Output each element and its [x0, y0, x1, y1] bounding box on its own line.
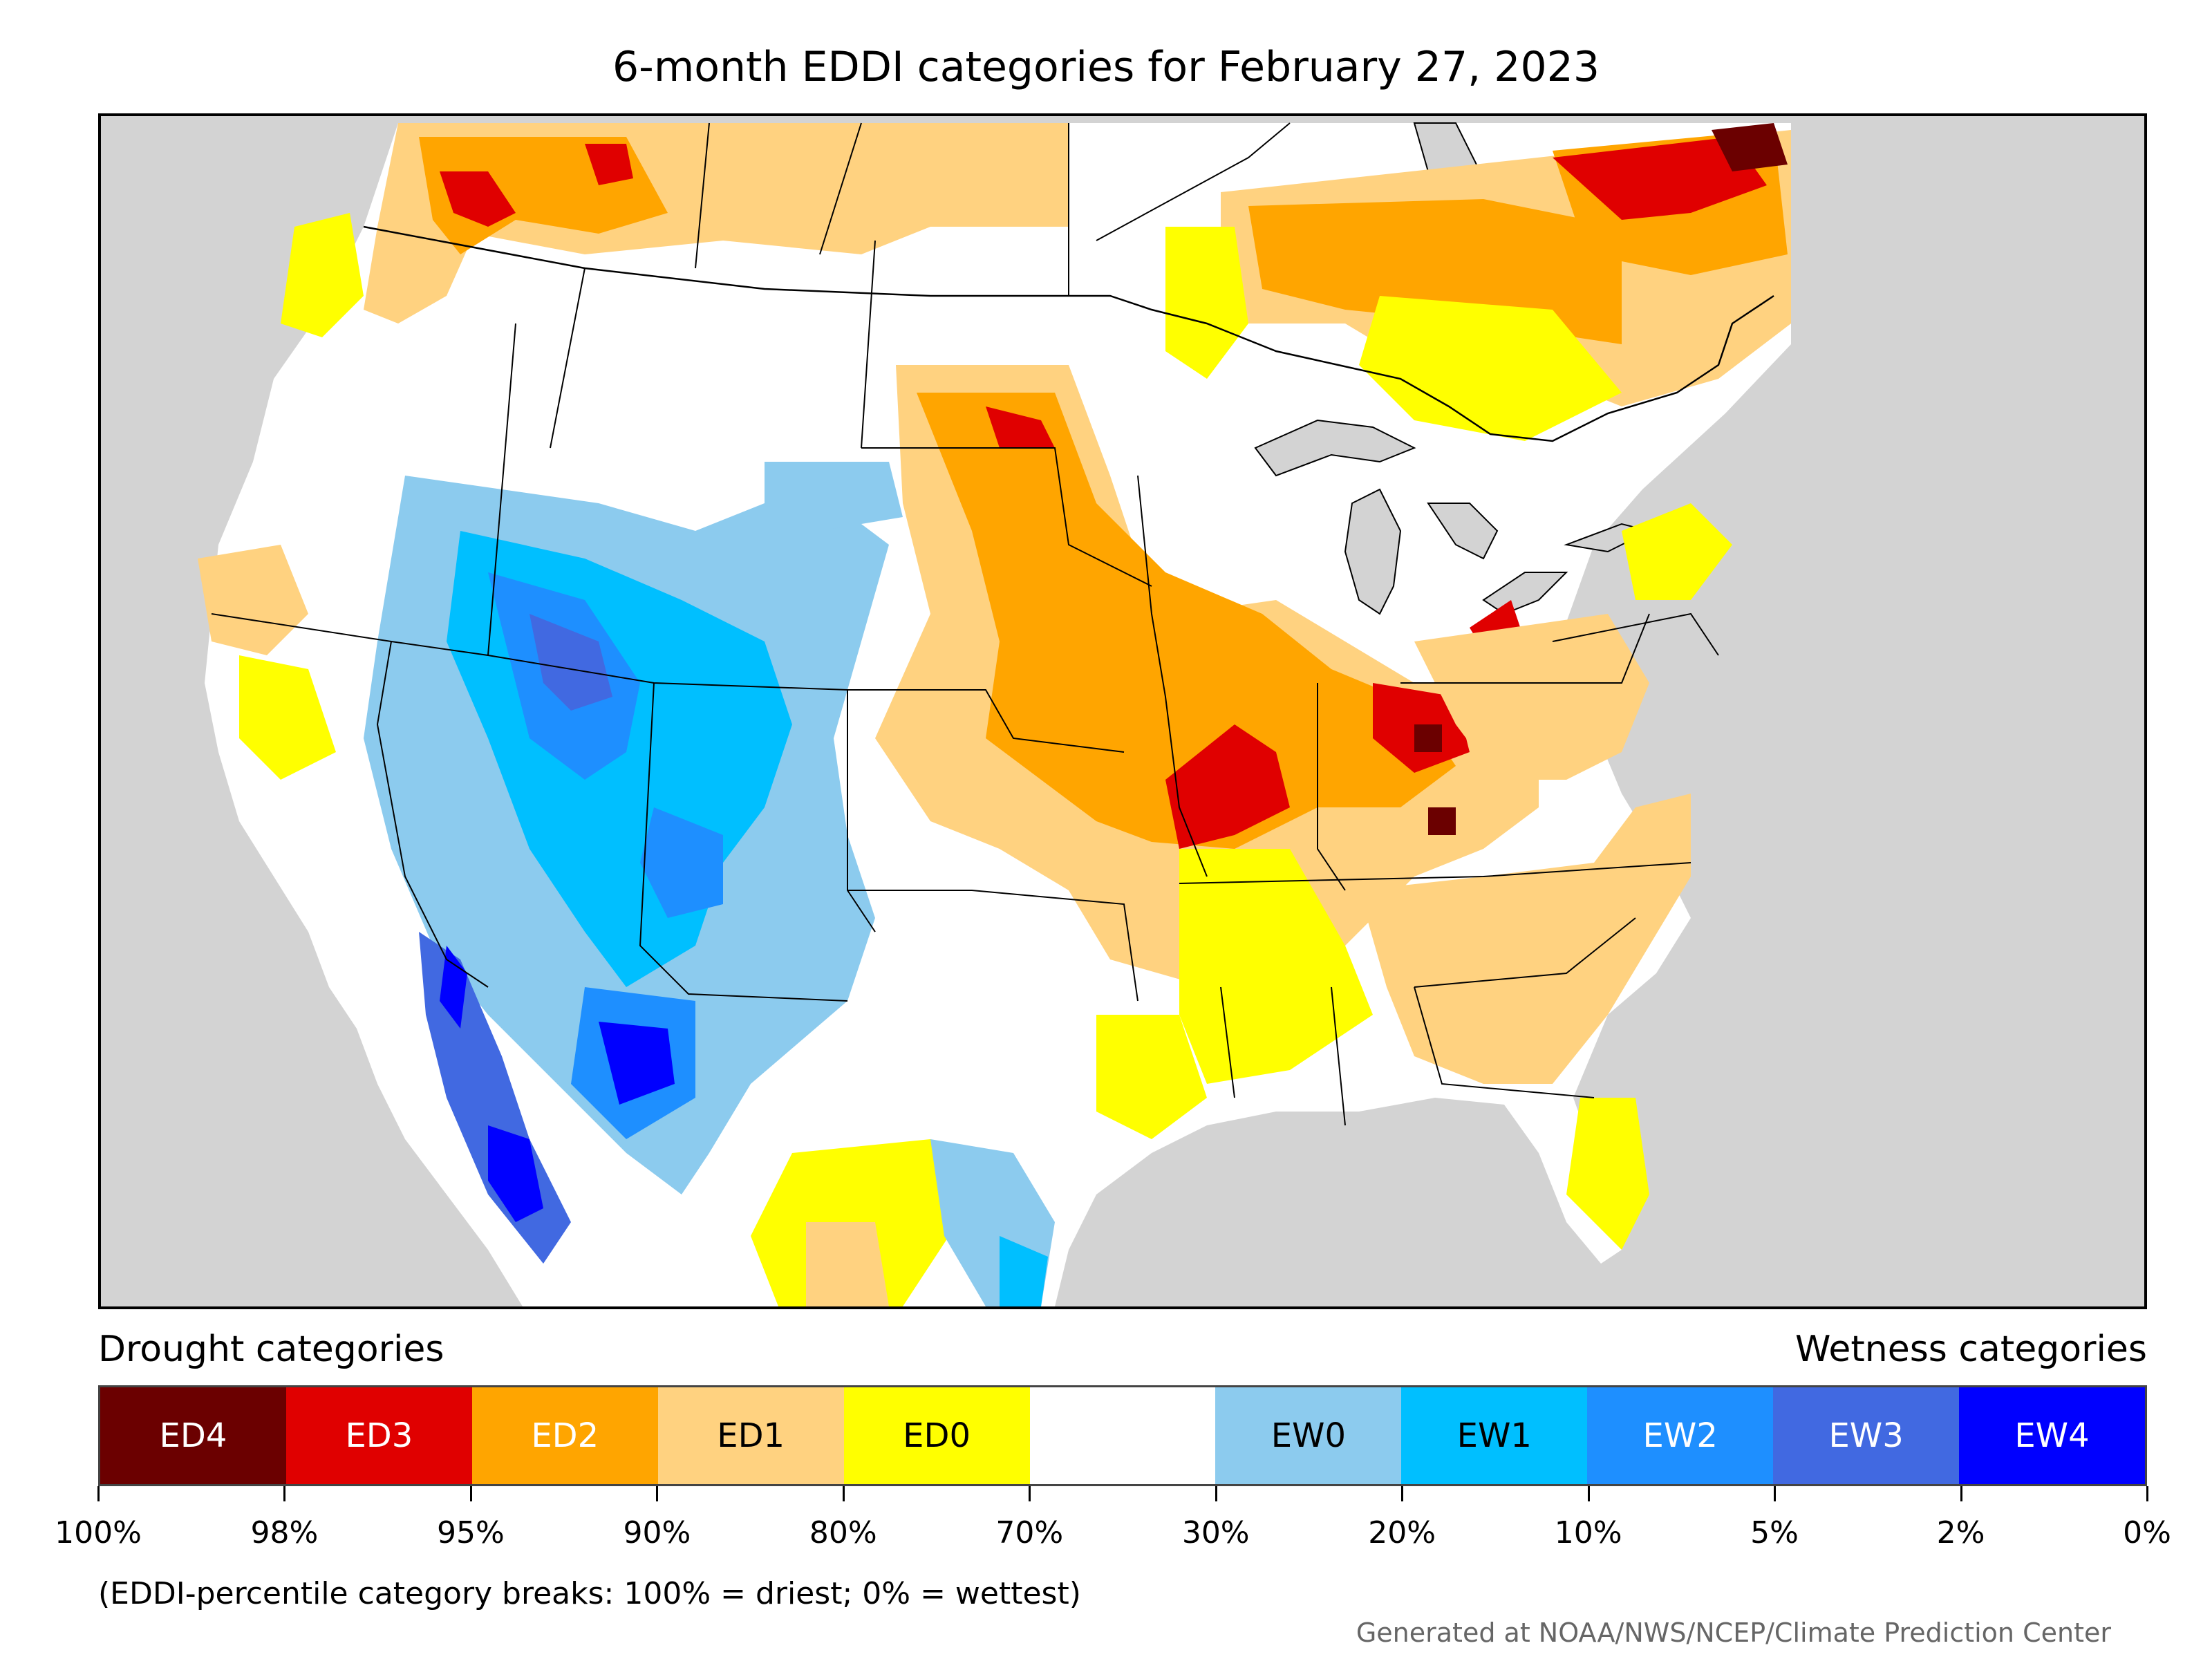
- map-title: 6-month EDDI categories for February 27,…: [612, 43, 1600, 91]
- great-lakes: [1254, 419, 1651, 615]
- colorbar-tick-labels: 100% 98% 95% 90% 80% 70% 30% 20% 10% 5% 2% 0%: [55, 1515, 2171, 1557]
- category-swatch: EW4: [1959, 1387, 2145, 1484]
- us-border: [363, 225, 1774, 442]
- drought-categories-heading: Drought categories: [98, 1329, 444, 1370]
- colorbar-tick: [1029, 1486, 1031, 1501]
- colorbar-tick-label: 98%: [250, 1515, 319, 1550]
- colorbar-tick-label: 30%: [1181, 1515, 1250, 1550]
- colorbar-tick: [283, 1486, 286, 1501]
- category-swatch: ED0: [843, 1387, 1030, 1484]
- state-borders: [211, 122, 1719, 1126]
- category-swatch: ED2: [471, 1387, 658, 1484]
- colorbar-tick: [842, 1486, 845, 1501]
- colorbar-tick: [97, 1486, 100, 1501]
- wetness-areas: [364, 462, 1055, 1306]
- category-swatch: ED3: [285, 1387, 472, 1484]
- category-swatch: ED1: [657, 1387, 844, 1484]
- category-swatch: EW1: [1401, 1387, 1588, 1484]
- wetness-categories-heading: Wetness categories: [1795, 1329, 2147, 1370]
- category-swatch: EW2: [1587, 1387, 1774, 1484]
- colorbar-tick-label: 5%: [1750, 1515, 1799, 1550]
- credit-line: Generated at NOAA/NWS/NCEP/Climate Predi…: [1356, 1618, 2111, 1648]
- colorbar-tick-label: 95%: [437, 1515, 505, 1550]
- category-swatch: [1029, 1387, 1216, 1484]
- colorbar-tick: [656, 1486, 659, 1501]
- eddi-map: [198, 122, 1791, 1306]
- map-panel: [98, 113, 2147, 1309]
- colorbar-tick-label: 80%: [809, 1515, 877, 1550]
- colorbar-tick-label: 0%: [2123, 1515, 2171, 1550]
- category-swatch: ED4: [100, 1387, 286, 1484]
- colorbar-tick: [1774, 1486, 1777, 1501]
- colorbar-tick: [2146, 1486, 2148, 1501]
- colorbar-tick: [469, 1486, 472, 1501]
- colorbar-tick-label: 100%: [55, 1515, 142, 1550]
- colorbar-tick: [1587, 1486, 1590, 1501]
- colorbar-tick-label: 70%: [995, 1515, 1064, 1550]
- colorbar-tick-label: 20%: [1368, 1515, 1436, 1550]
- colorbar-ticks: [97, 1486, 2148, 1504]
- colorbar-tick: [1401, 1486, 1404, 1501]
- category-colorbar: ED4 ED3 ED2 ED1 ED0 EW0 EW1 EW2 EW3 EW4: [98, 1385, 2147, 1486]
- category-swatch: EW3: [1773, 1387, 1960, 1484]
- category-breaks-note: (EDDI-percentile category breaks: 100% =…: [98, 1576, 1081, 1611]
- category-swatch: EW0: [1215, 1387, 1402, 1484]
- colorbar-tick: [1960, 1486, 1962, 1501]
- colorbar-tick-label: 90%: [623, 1515, 691, 1550]
- colorbar-tick-label: 10%: [1554, 1515, 1622, 1550]
- drought-areas: [198, 123, 1791, 1306]
- colorbar-tick: [1215, 1486, 1217, 1501]
- colorbar-tick-label: 2%: [1936, 1515, 1985, 1550]
